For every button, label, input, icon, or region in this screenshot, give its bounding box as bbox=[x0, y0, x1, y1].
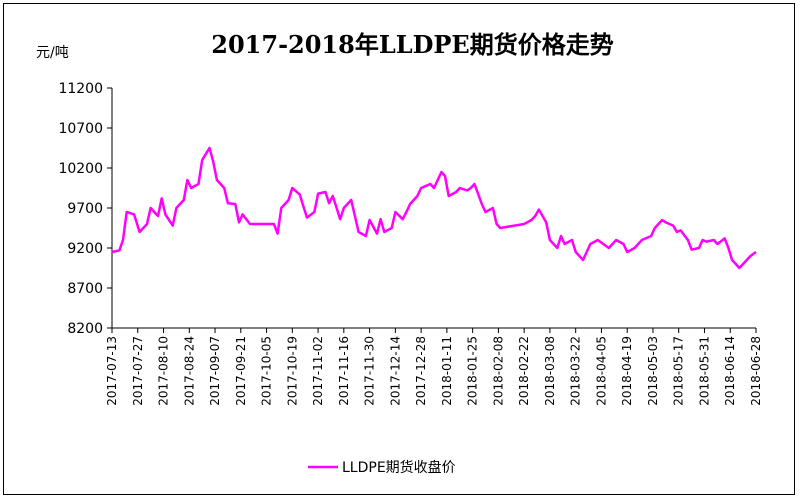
x-tick-label: 2018-01-11 bbox=[440, 336, 454, 406]
x-tick-label: 2017-09-21 bbox=[234, 336, 248, 406]
y-tick-label: 10200 bbox=[58, 161, 103, 177]
x-tick-label: 2017-11-16 bbox=[337, 336, 351, 406]
x-tick-label: 2018-02-22 bbox=[517, 336, 531, 406]
x-tick-label: 2017-08-10 bbox=[157, 336, 171, 406]
y-tick-label: 10700 bbox=[58, 121, 103, 137]
x-tick-label: 2018-05-03 bbox=[646, 336, 660, 406]
y-tick-label: 9200 bbox=[67, 241, 103, 257]
y-tick-label: 9700 bbox=[67, 201, 103, 217]
x-tick-label: 2018-04-05 bbox=[594, 336, 608, 406]
series-layer bbox=[111, 146, 757, 270]
x-tick-label: 2018-06-28 bbox=[749, 336, 763, 406]
legend: LLDPE期货收盘价 bbox=[308, 459, 456, 476]
chart-title: 2017-2018年LLDPE期货价格走势 bbox=[211, 30, 614, 59]
y-axis: 8200 8700 9200 9700 10200 10700 11200 bbox=[58, 81, 113, 337]
legend-label: LLDPE期货收盘价 bbox=[342, 459, 456, 476]
x-tick-label: 2017-12-14 bbox=[388, 336, 402, 406]
x-axis: 2017-07-13 2017-07-27 2017-08-10 2017-08-24… bbox=[105, 327, 763, 406]
x-tick-label: 2017-07-27 bbox=[131, 336, 145, 406]
y-tick-label: 8200 bbox=[67, 321, 103, 337]
x-tick-label: 2017-10-05 bbox=[260, 336, 274, 406]
x-tick-label: 2017-08-24 bbox=[182, 336, 196, 406]
y-tick-label: 11200 bbox=[58, 81, 103, 97]
x-tick-label: 2017-09-07 bbox=[208, 336, 222, 406]
x-tick-label: 2017-07-13 bbox=[105, 336, 119, 406]
x-tick-label: 2018-02-08 bbox=[491, 336, 505, 406]
x-tick-label: 2018-04-19 bbox=[620, 336, 634, 406]
x-tick-label: 2018-03-22 bbox=[569, 336, 583, 406]
x-tick-label: 2017-10-19 bbox=[285, 336, 299, 406]
x-tick-label: 2018-06-14 bbox=[723, 336, 737, 406]
x-tick-label: 2017-11-02 bbox=[311, 336, 325, 406]
series-line bbox=[111, 146, 757, 270]
x-tick-label: 2017-12-28 bbox=[414, 336, 428, 406]
y-axis-unit-label: 元/吨 bbox=[36, 45, 69, 61]
x-tick-label: 2018-05-17 bbox=[672, 336, 686, 406]
x-tick-label: 2018-01-25 bbox=[466, 336, 480, 406]
x-tick-label: 2018-05-31 bbox=[697, 336, 711, 406]
chart-frame bbox=[3, 3, 795, 495]
y-tick-label: 8700 bbox=[67, 281, 103, 297]
x-tick-label: 2018-03-08 bbox=[543, 336, 557, 406]
x-tick-label: 2017-11-30 bbox=[363, 336, 377, 406]
